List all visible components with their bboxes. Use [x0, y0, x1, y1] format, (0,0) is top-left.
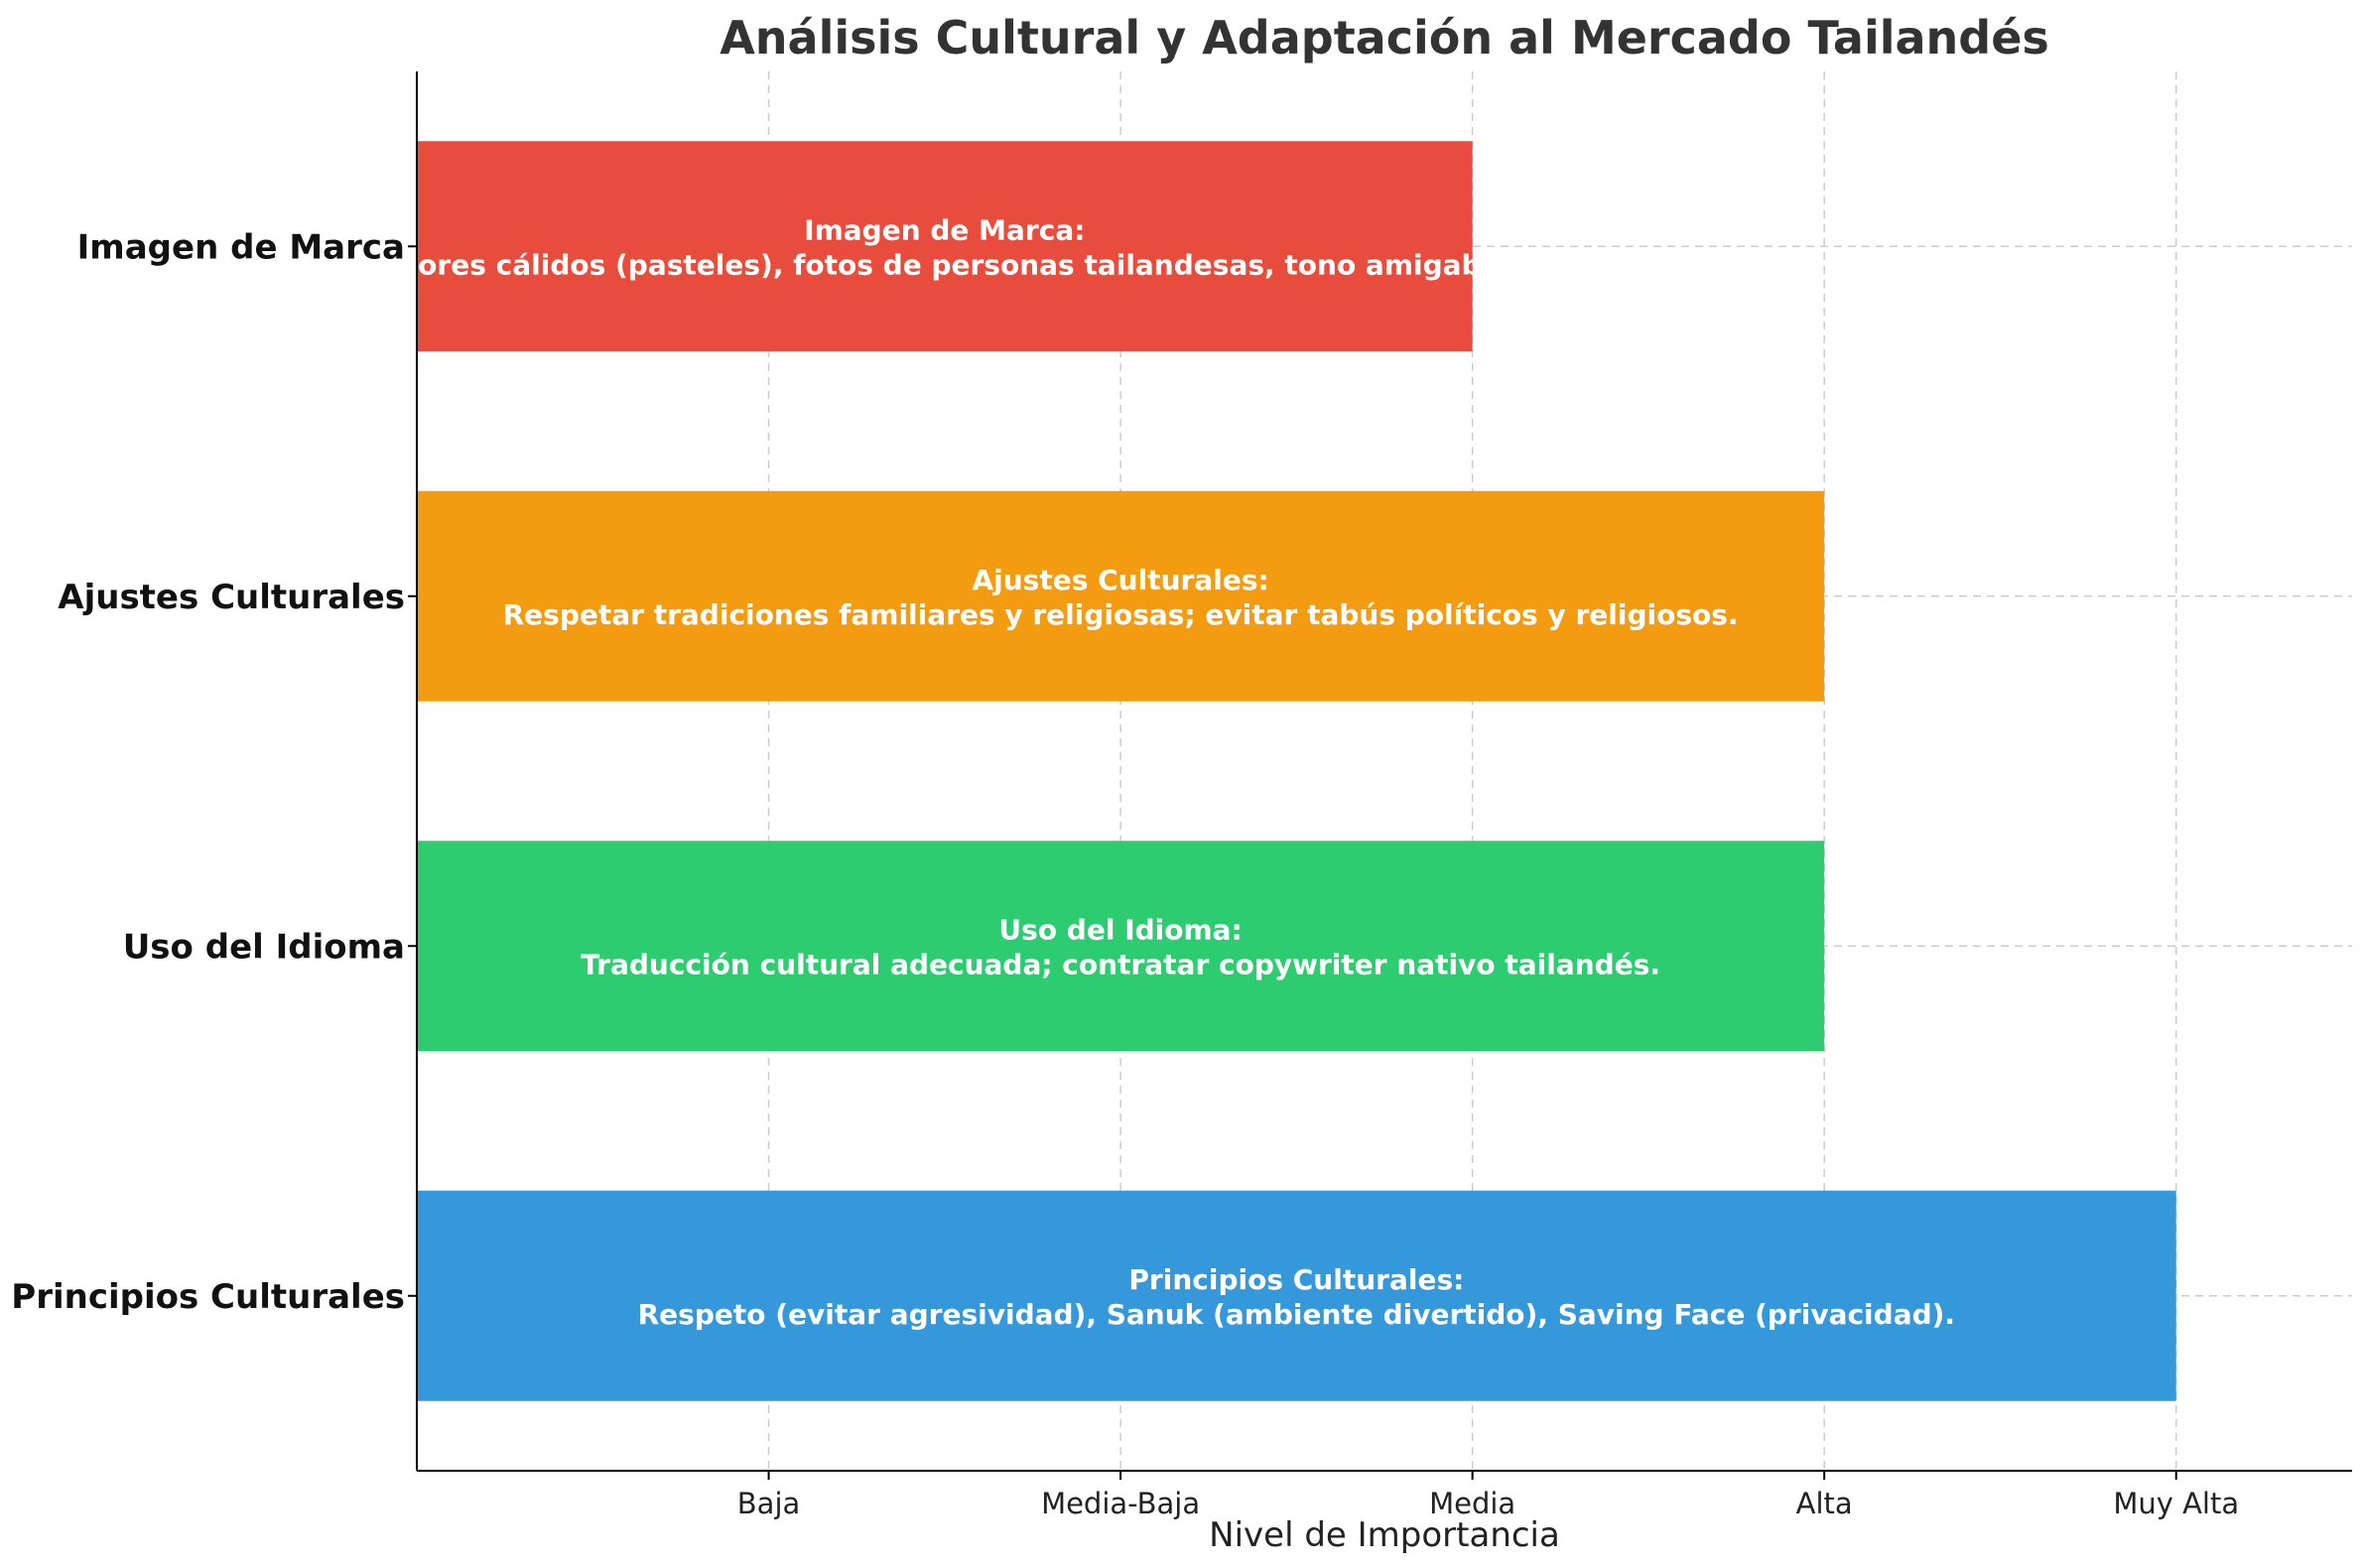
bar-label: Principios Culturales: Respeto (evitar ag…	[638, 1263, 1955, 1331]
ticks: Baja Media-Baja Media Alta Muy Alta Imagen de…	[11, 227, 2239, 1520]
x-axis-label: Nivel de Importancia	[1209, 1515, 1560, 1555]
bars	[417, 141, 2176, 1401]
bar-label: Ajustes Culturales: Respetar tradiciones …	[503, 564, 1739, 631]
bar	[417, 1190, 2176, 1401]
labels: Imagen de Marca: Colores cálidos (pastele…	[369, 213, 1955, 1331]
bar	[417, 141, 1473, 352]
y-tick-label: Principios Culturales	[11, 1277, 405, 1317]
bar-label: Uso del Idioma: Traducción cultural adecu…	[581, 913, 1660, 980]
x-tick-label: Muy Alta	[2113, 1487, 2239, 1520]
y-tick-label: Imagen de Marca	[77, 227, 405, 267]
x-tick-label: Media-Baja	[1041, 1487, 1200, 1520]
bar	[417, 841, 1825, 1052]
bar-label: Imagen de Marca: Colores cálidos (pastele…	[369, 213, 1520, 281]
chart-title: Análisis Cultural y Adaptación al Mercad…	[720, 11, 2049, 65]
x-tick-label: Alta	[1796, 1487, 1853, 1520]
x-tick-label: Media	[1429, 1487, 1515, 1520]
bar	[417, 490, 1825, 702]
y-tick-label: Ajustes Culturales	[58, 578, 405, 617]
x-tick-label: Baja	[737, 1487, 801, 1520]
axes	[416, 71, 2352, 1472]
y-tick-label: Uso del Idioma	[123, 927, 405, 967]
